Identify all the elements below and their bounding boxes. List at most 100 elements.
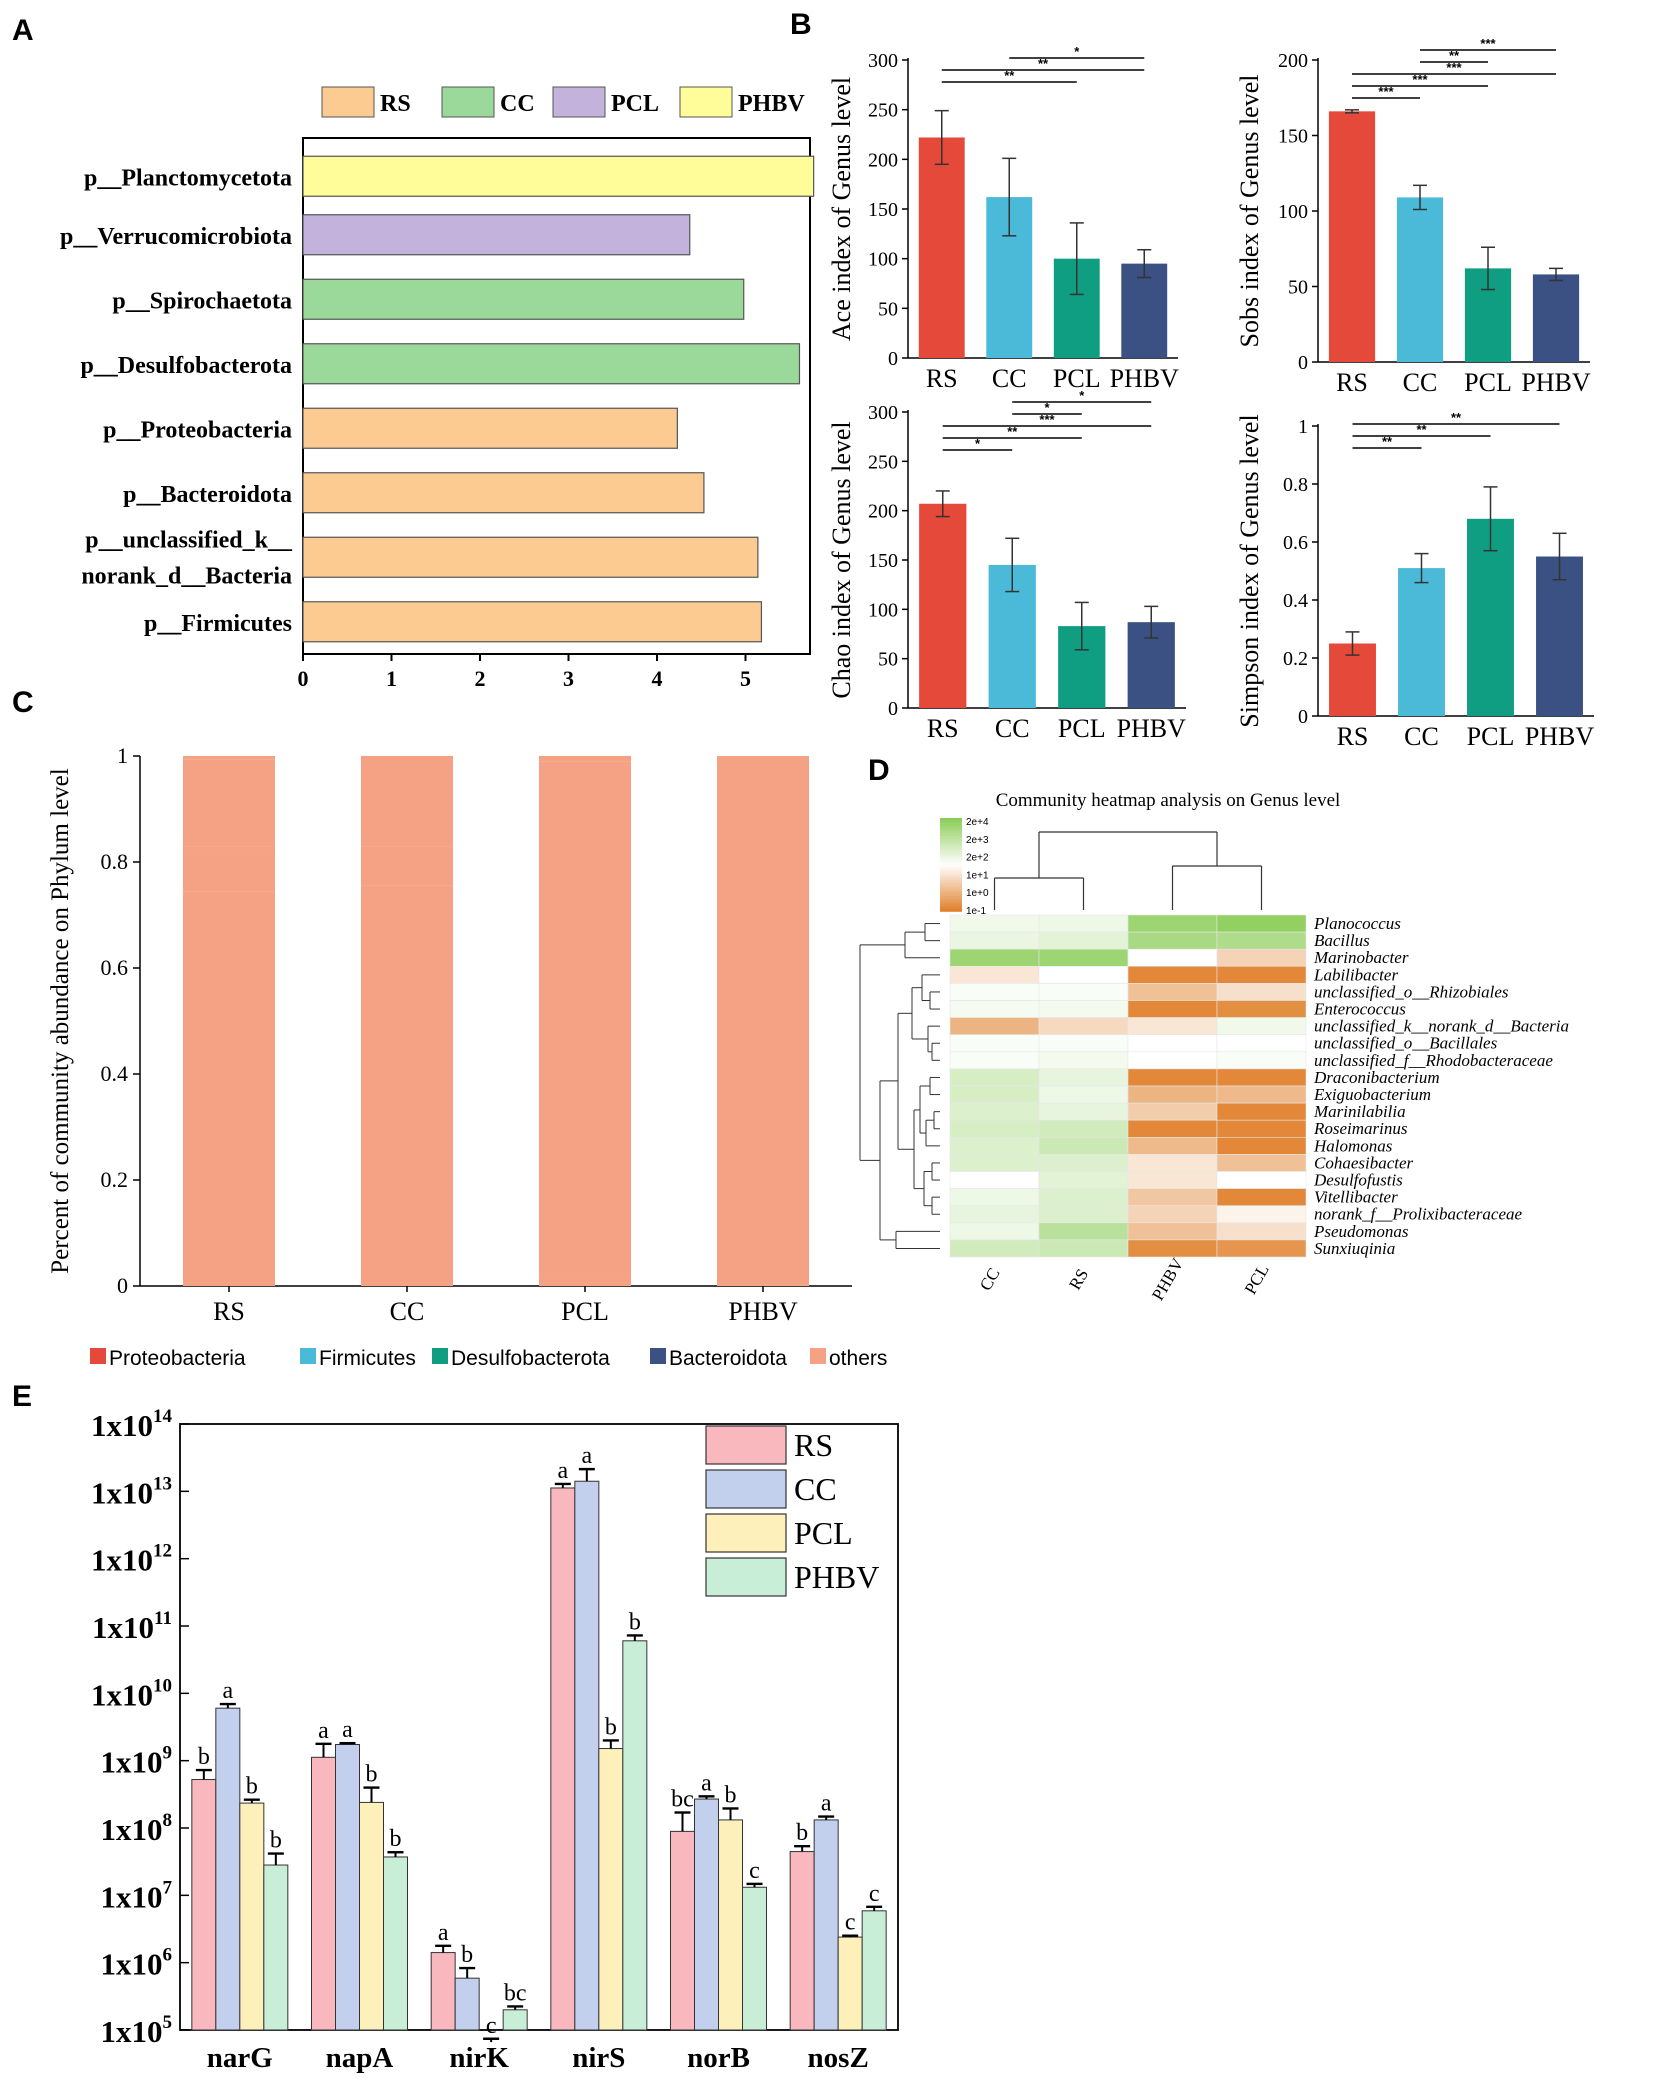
color-scale-step	[940, 854, 962, 858]
y-tick-label: 1x1010	[91, 1675, 172, 1712]
category-label: p__Spirochaetota	[112, 288, 292, 314]
significance-letter: b	[796, 1820, 808, 1846]
legend-swatch-desulfobacterota	[432, 1348, 448, 1364]
heatmap-cell	[949, 1171, 1040, 1189]
heatmap-cell	[1127, 1068, 1218, 1087]
x-tick-label: PHBV	[1110, 364, 1180, 393]
x-tick-label: nosZ	[808, 2042, 869, 2074]
y-tick-label: 200	[868, 149, 898, 171]
y-tick-label: 150	[868, 199, 898, 221]
bar-cc	[215, 1707, 241, 2031]
heatmap-cell	[1038, 1222, 1129, 1241]
legend-swatch-firmicutes	[300, 1348, 316, 1364]
y-tick-label: 1x109	[101, 1743, 173, 1780]
heatmap-cell	[1127, 1119, 1218, 1138]
stack-segment-firmicutes	[183, 854, 275, 892]
bar-rs	[550, 1487, 576, 2031]
heatmap-cell	[1127, 931, 1218, 950]
category-label: p__Desulfobacterota	[80, 353, 292, 379]
bar-pcl	[598, 1748, 624, 2031]
x-tick-label: CC	[995, 714, 1030, 743]
stack-segment-firmicutes	[361, 846, 453, 886]
y-tick-label: 200	[1278, 50, 1308, 72]
category-label: p__Firmicutes	[144, 611, 292, 637]
heatmap-cell	[1216, 931, 1307, 950]
heatmap-cell	[1127, 1034, 1218, 1053]
significance-label: ***	[1378, 84, 1394, 99]
color-scale-step	[940, 818, 962, 821]
row-label: unclassified_k__norank_d__Bacteria	[1314, 1017, 1569, 1036]
y-tick-label: 300	[868, 402, 898, 424]
heatmap-cell	[1216, 948, 1307, 967]
color-scale-step	[940, 872, 962, 876]
significance-label: **	[1451, 410, 1462, 425]
significance-label: **	[1382, 434, 1393, 449]
color-scale-label: 1e+1	[966, 870, 989, 881]
y-tick-label: 1x107	[101, 1877, 173, 1914]
heatmap-cell	[1216, 965, 1307, 984]
row-label: Enterococcus	[1313, 1000, 1406, 1019]
heatmap-cell	[949, 1205, 1040, 1224]
x-tick-label: PCL	[561, 1297, 609, 1326]
heatmap-cell	[1127, 1137, 1218, 1155]
color-scale-step	[940, 859, 962, 863]
legend-label-phbv: PHBV	[738, 91, 805, 117]
legend-swatch-bacteroidota	[650, 1348, 666, 1364]
color-scale-label: 2e+4	[966, 817, 989, 828]
column-label: CC	[976, 1265, 1004, 1294]
y-tick-label: 1x1013	[91, 1473, 172, 1510]
heatmap-cell	[1216, 1239, 1307, 1258]
heatmap-cell	[1216, 1188, 1307, 1206]
stack-segment-desulfobacterota	[183, 846, 275, 855]
heatmap-cell	[949, 1239, 1040, 1258]
legend-swatch-rs	[705, 1425, 787, 1465]
color-scale-step	[940, 825, 962, 829]
color-scale-step	[940, 885, 962, 889]
x-tick-label: PHBV	[728, 1297, 798, 1326]
y-tick-exponent: 13	[153, 1473, 172, 1494]
heatmap-cell	[1038, 1171, 1129, 1189]
y-tick-label: 1	[117, 743, 128, 768]
heatmap-cell	[1038, 931, 1129, 950]
color-scale-step	[940, 820, 962, 824]
panel-e-gene-abundance: 1x1051x1061x1071x1081x1091x10101x10111x1…	[91, 1406, 899, 2074]
heatmap-cell	[1216, 1000, 1307, 1018]
y-axis-label: Simpson index of Genus level	[1235, 414, 1264, 727]
color-scale-step	[940, 849, 962, 852]
stack-segment-proteobacteria	[717, 1284, 809, 1286]
legend-swatch-phbv	[679, 86, 733, 118]
y-axis-label: Chao index of Genus level	[827, 421, 856, 698]
y-tick-exponent: 8	[163, 1810, 173, 1831]
y-tick-exponent: 5	[163, 2012, 173, 2033]
panel-a-lda-chart: RS CC PCL PHBV p__Planctomycetota p__Verrucom…	[60, 86, 815, 691]
row-label: unclassified_o__Rhizobiales	[1314, 982, 1509, 1001]
color-scale-step	[940, 877, 962, 881]
stack-segment-firmicutes	[539, 765, 631, 1279]
y-tick-label: 150	[1278, 126, 1308, 148]
y-tick-label: 100	[1278, 201, 1308, 223]
heatmap-cell	[1038, 1034, 1129, 1053]
legend-swatch-pcl	[705, 1513, 787, 1553]
stack-segment-bacteroidota	[183, 759, 275, 847]
bar-cc	[813, 1819, 839, 2031]
heatmap-cell	[1216, 1051, 1307, 1070]
heatmap-cell	[1216, 1034, 1307, 1053]
x-tick-label: 3	[563, 666, 574, 691]
color-scale-label: 2e+2	[966, 853, 989, 864]
bar	[302, 472, 705, 514]
significance-letter: a	[821, 1791, 832, 1817]
x-tick-label: RS	[1336, 368, 1368, 397]
column-label: PCL	[1241, 1261, 1273, 1298]
x-tick-label: nirK	[449, 2042, 509, 2074]
color-scale-step	[940, 851, 962, 855]
heatmap-cell	[949, 1188, 1040, 1206]
significance-letter: b	[246, 1774, 258, 1800]
significance-letter: bc	[671, 1787, 694, 1813]
color-scale-step	[940, 844, 962, 847]
bar-cc	[694, 1798, 719, 2031]
y-tick-label: 0.6	[1283, 532, 1308, 554]
significance-label: *	[1079, 388, 1085, 403]
heatmap-cell	[1038, 1051, 1129, 1070]
significance-letter: b	[605, 1714, 617, 1740]
